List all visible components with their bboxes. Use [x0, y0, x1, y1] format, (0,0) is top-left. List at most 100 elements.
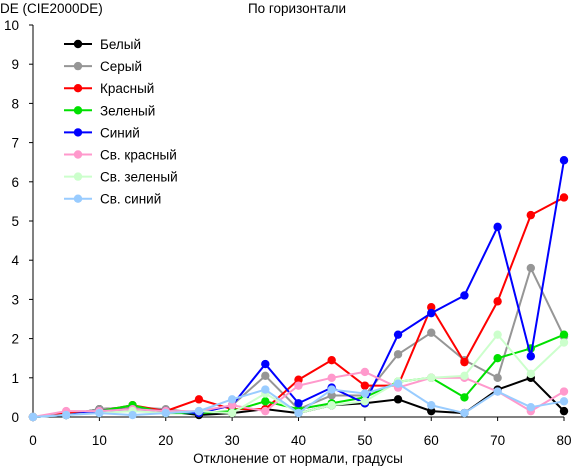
- data-point: [427, 308, 436, 318]
- data-point: [559, 338, 569, 347]
- data-point: [261, 371, 270, 381]
- x-tick-label: 70: [490, 433, 505, 448]
- data-point: [559, 387, 569, 396]
- data-point: [427, 373, 436, 382]
- data-point: [427, 303, 436, 312]
- legend-swatch-marker: [73, 128, 83, 137]
- data-point: [460, 291, 469, 300]
- data-point: [460, 393, 469, 402]
- legend-swatch-marker: [73, 150, 83, 159]
- y-axis-label: DE (CIE2000DE): [0, 1, 103, 16]
- data-point: [227, 408, 237, 418]
- data-point: [95, 408, 104, 418]
- data-point: [227, 395, 237, 404]
- y-tick-label: 10: [4, 18, 19, 33]
- data-point: [427, 401, 436, 410]
- data-point: [161, 408, 170, 418]
- data-point: [526, 210, 536, 220]
- legend-swatch-marker: [73, 61, 83, 71]
- data-point: [194, 406, 204, 416]
- data-point: [28, 412, 38, 422]
- legend-swatch-marker: [73, 194, 83, 203]
- y-tick-label: 1: [11, 371, 19, 386]
- y-tick-label: 6: [11, 175, 19, 190]
- y-tick-label: 2: [11, 332, 19, 347]
- data-point: [526, 263, 536, 273]
- data-point: [493, 387, 502, 396]
- data-point: [526, 403, 536, 412]
- data-point: [393, 395, 403, 404]
- legend-label: Серый: [100, 59, 142, 74]
- y-tick-label: 9: [11, 57, 19, 72]
- data-point: [294, 375, 303, 384]
- data-point: [427, 328, 436, 337]
- data-point: [227, 401, 237, 410]
- series-layer: [28, 156, 569, 422]
- y-tick-label: 5: [11, 214, 19, 229]
- data-point: [493, 297, 502, 306]
- data-point: [393, 379, 403, 388]
- legend-item: Зеленый: [64, 103, 155, 118]
- y-tick-label: 7: [11, 136, 19, 151]
- data-point: [460, 371, 469, 381]
- data-point: [559, 193, 569, 202]
- x-tick-label: 10: [92, 433, 107, 448]
- legend-item: Красный: [64, 81, 154, 96]
- data-point: [360, 397, 370, 406]
- legend-label: Белый: [100, 37, 141, 52]
- legend-label: Красный: [100, 81, 154, 96]
- data-point: [493, 373, 502, 382]
- data-point: [360, 367, 370, 377]
- x-tick-label: 60: [424, 433, 439, 448]
- data-point: [327, 355, 336, 365]
- data-point: [559, 330, 569, 339]
- data-point: [460, 357, 469, 367]
- data-point: [526, 352, 536, 361]
- x-tick-label: 30: [225, 433, 240, 448]
- chart-title: По горизонтали: [248, 1, 346, 16]
- data-point: [261, 397, 270, 406]
- data-point: [194, 395, 204, 404]
- legend-swatch-marker: [73, 172, 83, 181]
- series: [28, 379, 569, 422]
- x-tick-label: 20: [158, 433, 173, 448]
- legend-item: Св. синий: [64, 192, 161, 207]
- legend-item: Серый: [64, 59, 142, 74]
- legend-label: Св. зеленый: [100, 170, 178, 185]
- x-tick-label: 50: [357, 433, 372, 448]
- legend-label: Синий: [100, 125, 140, 140]
- data-point: [427, 406, 436, 416]
- data-point: [493, 330, 502, 339]
- data-point: [493, 354, 502, 363]
- y-tick-label: 8: [11, 96, 19, 111]
- legend-label: Св. красный: [100, 148, 177, 163]
- data-point: [493, 222, 502, 232]
- data-point: [526, 369, 536, 379]
- data-point: [261, 385, 270, 394]
- data-point: [360, 381, 370, 390]
- data-point: [261, 359, 270, 369]
- data-point: [393, 330, 403, 339]
- axes: 0 1 2 3 4 5 6 7 8 9 10 0 10 20 30 40 50 60 70 80: [4, 18, 571, 448]
- x-tick-label: 40: [291, 433, 306, 448]
- data-point: [294, 381, 303, 390]
- legend-label: Зеленый: [100, 103, 155, 118]
- data-point: [559, 406, 569, 416]
- y-tick-label: 3: [11, 292, 19, 307]
- x-axis-label: Отклонение от нормали, градусы: [193, 451, 403, 466]
- data-point: [294, 408, 303, 418]
- y-tick-label: 0: [11, 410, 19, 425]
- data-point: [559, 156, 569, 165]
- x-tick-label: 80: [556, 433, 571, 448]
- data-point: [327, 385, 336, 394]
- data-point: [327, 391, 336, 400]
- legend-swatch-marker: [73, 84, 83, 93]
- legend-swatch-marker: [73, 106, 83, 115]
- data-point: [294, 399, 303, 408]
- data-point: [460, 408, 469, 418]
- legend-swatch-marker: [73, 39, 83, 49]
- legend-item: Белый: [64, 37, 141, 52]
- x-tick-label: 0: [29, 433, 37, 448]
- legend-item: Св. красный: [64, 148, 177, 163]
